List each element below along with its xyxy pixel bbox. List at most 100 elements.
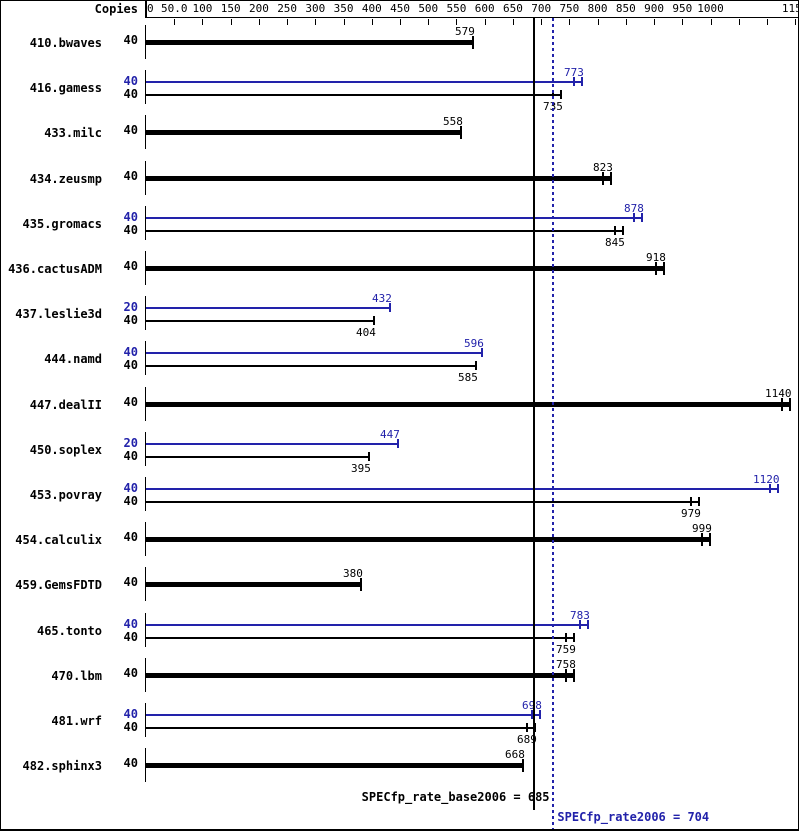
base-bar-end-cap (622, 225, 624, 235)
bar-median-tick (565, 632, 567, 642)
axis-tick-mark (485, 19, 486, 25)
axis-tick-mark (541, 19, 542, 25)
base-summary-label: SPECfp_rate_base2006 = 685 (361, 790, 550, 804)
base-bar (146, 320, 374, 323)
row-axis-stub (145, 612, 146, 647)
copies-value: 40 (123, 575, 138, 590)
base-bar-end-cap (573, 668, 575, 682)
row-axis-stub (145, 251, 146, 285)
copies-value: 40 (123, 313, 138, 328)
base-bar-end-cap (373, 316, 375, 326)
axis-tick-label: 100 (192, 2, 213, 15)
axis-tick-mark (711, 19, 712, 25)
copies-value: 40 (123, 358, 138, 373)
axis-tick-mark (287, 19, 288, 25)
copies-value: 40 (123, 616, 138, 631)
peak-bar-end-cap (539, 710, 541, 719)
copies-value: 40 (123, 87, 138, 102)
axis-tick-label: 0 (147, 2, 154, 15)
base-bar (146, 266, 664, 271)
row-axis-stub (145, 567, 146, 602)
benchmark-name: 434.zeusmp (29, 171, 102, 186)
base-bar-end-cap (573, 632, 575, 642)
bar-median-tick (781, 397, 783, 411)
axis-tick-mark (231, 19, 232, 25)
copies-value: 40 (123, 259, 138, 273)
axis-tick-label: 150 (220, 2, 241, 15)
benchmark-name: 470.lbm (51, 668, 102, 683)
base-value-label: 585 (458, 371, 478, 385)
bar-median-tick (573, 77, 575, 87)
benchmark-name: 416.gamess (29, 81, 102, 96)
peak-bar (146, 442, 398, 445)
bar-median-tick (690, 497, 692, 506)
bar-median-tick (531, 710, 533, 719)
copies-value: 40 (123, 394, 138, 409)
axis-tick-mark (146, 0, 147, 18)
benchmark-name: 465.tonto (36, 623, 102, 638)
peak-bar (146, 488, 778, 490)
copies-value: 40 (123, 345, 138, 360)
axis-tick-label: 1000 (697, 2, 724, 15)
row-axis-stub (145, 296, 146, 331)
benchmark-name: 482.sphinx3 (22, 759, 102, 774)
row-axis-stub (145, 386, 146, 421)
axis-tick-mark (739, 19, 740, 25)
base-value-label: 395 (351, 461, 371, 475)
axis-tick-label: 750 (559, 2, 580, 15)
base-bar-end-cap (560, 90, 562, 100)
peak-bar (146, 623, 588, 626)
base-value-label: 758 (556, 657, 576, 671)
base-bar-end-cap (534, 723, 536, 732)
base-bar (146, 455, 369, 458)
base-bar-end-cap (789, 397, 791, 411)
base-bar (146, 537, 710, 543)
base-bar (146, 94, 561, 97)
bar-median-tick (526, 723, 528, 732)
peak-bar-end-cap (581, 77, 583, 87)
base-value-label: 668 (505, 748, 525, 762)
axis-tick-mark (202, 19, 203, 25)
peak-bar (146, 216, 642, 219)
peak-value-label: 783 (570, 608, 590, 622)
base-bar (146, 636, 574, 639)
benchmark-name: 459.GemsFDTD (15, 578, 102, 593)
peak-bar-end-cap (777, 484, 779, 493)
base-value-label: 404 (356, 326, 376, 340)
axis-tick-mark (682, 19, 683, 25)
base-value-label: 1140 (765, 386, 792, 400)
copies-value: 40 (123, 33, 138, 47)
row-axis-stub (145, 431, 146, 466)
axis-tick-label: 350 (333, 2, 354, 15)
base-bar-end-cap (522, 759, 524, 773)
benchmark-name: 410.bwaves (29, 36, 102, 50)
axis-tick-mark (654, 19, 655, 25)
axis-tick-mark (344, 19, 345, 25)
base-mean-line (533, 18, 535, 810)
benchmark-name: 437.leslie3d (15, 307, 102, 322)
peak-bar (146, 307, 390, 310)
copies-value: 40 (123, 123, 138, 138)
base-value-label: 999 (692, 522, 712, 536)
axis-tick-mark (315, 19, 316, 25)
axis-tick-mark (174, 19, 175, 25)
copies-value: 40 (123, 494, 138, 508)
base-bar (146, 229, 623, 232)
axis-tick-label: 550 (446, 2, 467, 15)
axis-tick-mark (767, 19, 768, 25)
chart-border-left (0, 0, 1, 831)
axis-tick-label: 200 (248, 2, 269, 15)
row-axis-stub (145, 25, 146, 59)
copies-value: 40 (123, 530, 138, 545)
peak-value-label: 1120 (753, 473, 780, 486)
peak-value-label: 773 (564, 66, 584, 80)
peak-value-label: 698 (522, 699, 542, 712)
axis-tick-label: 250 (277, 2, 298, 15)
base-value-label: 380 (343, 567, 363, 581)
bar-median-tick (655, 262, 657, 275)
base-value-label: 759 (556, 642, 576, 656)
benchmark-name: 481.wrf (51, 714, 102, 728)
base-value-label: 689 (517, 733, 537, 746)
base-bar (146, 582, 361, 588)
